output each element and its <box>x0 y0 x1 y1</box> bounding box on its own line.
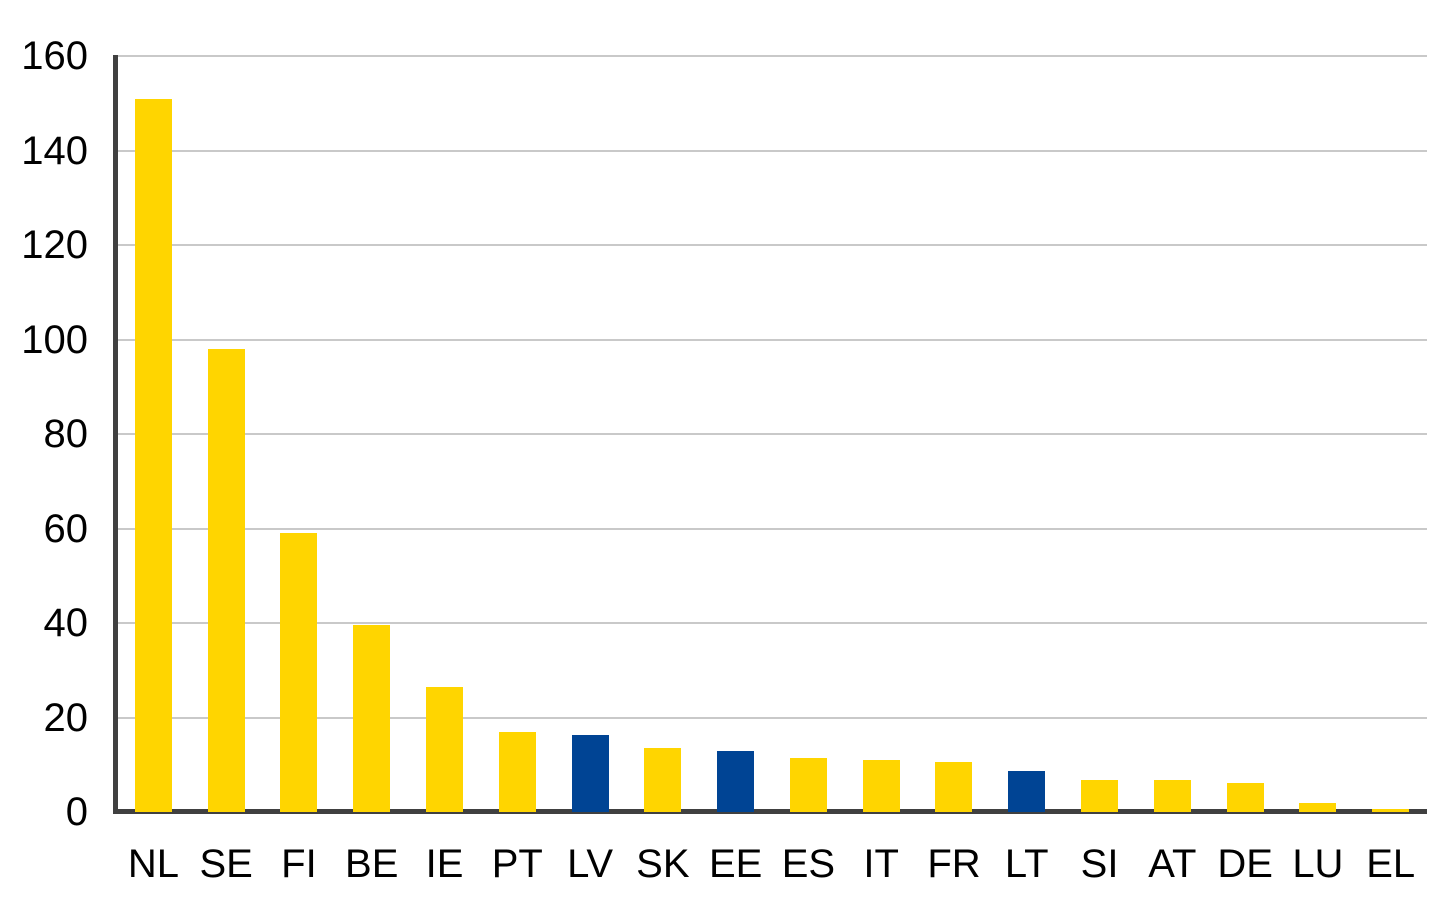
bar-slot-BE <box>335 56 408 812</box>
bar-slot-NL <box>117 56 190 812</box>
y-tick-label-40: 40 <box>43 601 89 645</box>
gridline-y-80 <box>117 433 1427 435</box>
bar-slot-DE <box>1209 56 1282 812</box>
bar-slot-SI <box>1063 56 1136 812</box>
x-tick-label-LU: LU <box>1292 842 1344 886</box>
x-tick-label-EL: EL <box>1366 842 1416 886</box>
bar-slot-FR <box>918 56 991 812</box>
gridline-y-160 <box>117 55 1427 57</box>
x-tick-label-SI: SI <box>1080 842 1119 886</box>
bar-PT <box>498 731 536 812</box>
bar-FR <box>935 762 973 812</box>
x-tick-label-BE: BE <box>345 842 399 886</box>
bar-SK <box>644 748 682 812</box>
bar-NL <box>134 98 172 812</box>
bar-slot-AT <box>1136 56 1209 812</box>
x-tick-label-IE: IE <box>425 842 464 886</box>
gridline-y-40 <box>117 622 1427 624</box>
bar-IE <box>426 686 464 812</box>
y-tick-label-160: 160 <box>21 34 88 78</box>
y-tick-label-20: 20 <box>43 695 89 740</box>
bar-EL <box>1372 808 1410 812</box>
bar-AT <box>1153 779 1191 812</box>
x-tick-label-FI: FI <box>281 842 317 886</box>
bar-slot-FI <box>263 56 336 812</box>
gridline-y-60 <box>117 527 1427 530</box>
x-tick-label-AT: AT <box>1148 842 1197 886</box>
y-tick-label-0: 0 <box>65 790 88 834</box>
x-axis-tick-labels: NL SE FI BE IE PT LV SK EE ES IT FR LT SI AT DE LU EL <box>117 840 1427 888</box>
bar-LU <box>1299 803 1337 812</box>
bar-ES <box>789 757 827 812</box>
bars-layer <box>117 56 1427 812</box>
bar-LV <box>571 734 609 812</box>
x-tick-label-EE: EE <box>708 842 763 886</box>
bar-slot-IE <box>408 56 481 812</box>
bar-IT <box>862 760 900 812</box>
x-tick-label-PT: PT <box>491 842 543 886</box>
bar-slot-SE <box>190 56 263 812</box>
bar-EE <box>717 750 755 812</box>
x-tick-label-SE: SE <box>199 842 253 886</box>
y-tick-label-140: 140 <box>21 128 88 173</box>
bar-slot-LV <box>554 56 627 812</box>
x-tick-label-FR: FR <box>927 842 981 886</box>
y-tick-label-60: 60 <box>43 506 89 551</box>
bar-SI <box>1081 779 1119 812</box>
bar-slot-ES <box>772 56 845 812</box>
bar-FI <box>280 533 318 812</box>
bar-slot-IT <box>845 56 918 812</box>
gridline-y-140 <box>117 149 1427 152</box>
bar-slot-PT <box>481 56 554 812</box>
bar-SE <box>207 348 245 812</box>
y-tick-label-100: 100 <box>21 317 88 362</box>
gridline-y-20 <box>117 716 1427 719</box>
x-tick-label-ES: ES <box>781 842 836 886</box>
bar-LT <box>1008 770 1046 812</box>
bar-slot-LT <box>990 56 1063 812</box>
bar-slot-EL <box>1354 56 1427 812</box>
bar-slot-SK <box>626 56 699 812</box>
bar-slot-LU <box>1282 56 1355 812</box>
bar-slot-EE <box>699 56 772 812</box>
gridline-y-120 <box>117 244 1427 246</box>
x-tick-label-LV: LV <box>567 842 614 886</box>
x-axis-line <box>113 809 1427 814</box>
bar-DE <box>1226 782 1264 812</box>
x-tick-label-SK: SK <box>636 842 690 886</box>
y-tick-label-80: 80 <box>43 412 89 456</box>
x-tick-label-NL: NL <box>127 842 179 886</box>
x-tick-label-DE: DE <box>1217 842 1273 886</box>
gridline-y-100 <box>117 338 1427 341</box>
y-tick-label-120: 120 <box>21 223 88 267</box>
bar-BE <box>353 625 391 812</box>
x-tick-label-IT: IT <box>863 842 899 886</box>
x-tick-label-LT: LT <box>1004 842 1049 886</box>
y-axis-line <box>113 55 118 814</box>
